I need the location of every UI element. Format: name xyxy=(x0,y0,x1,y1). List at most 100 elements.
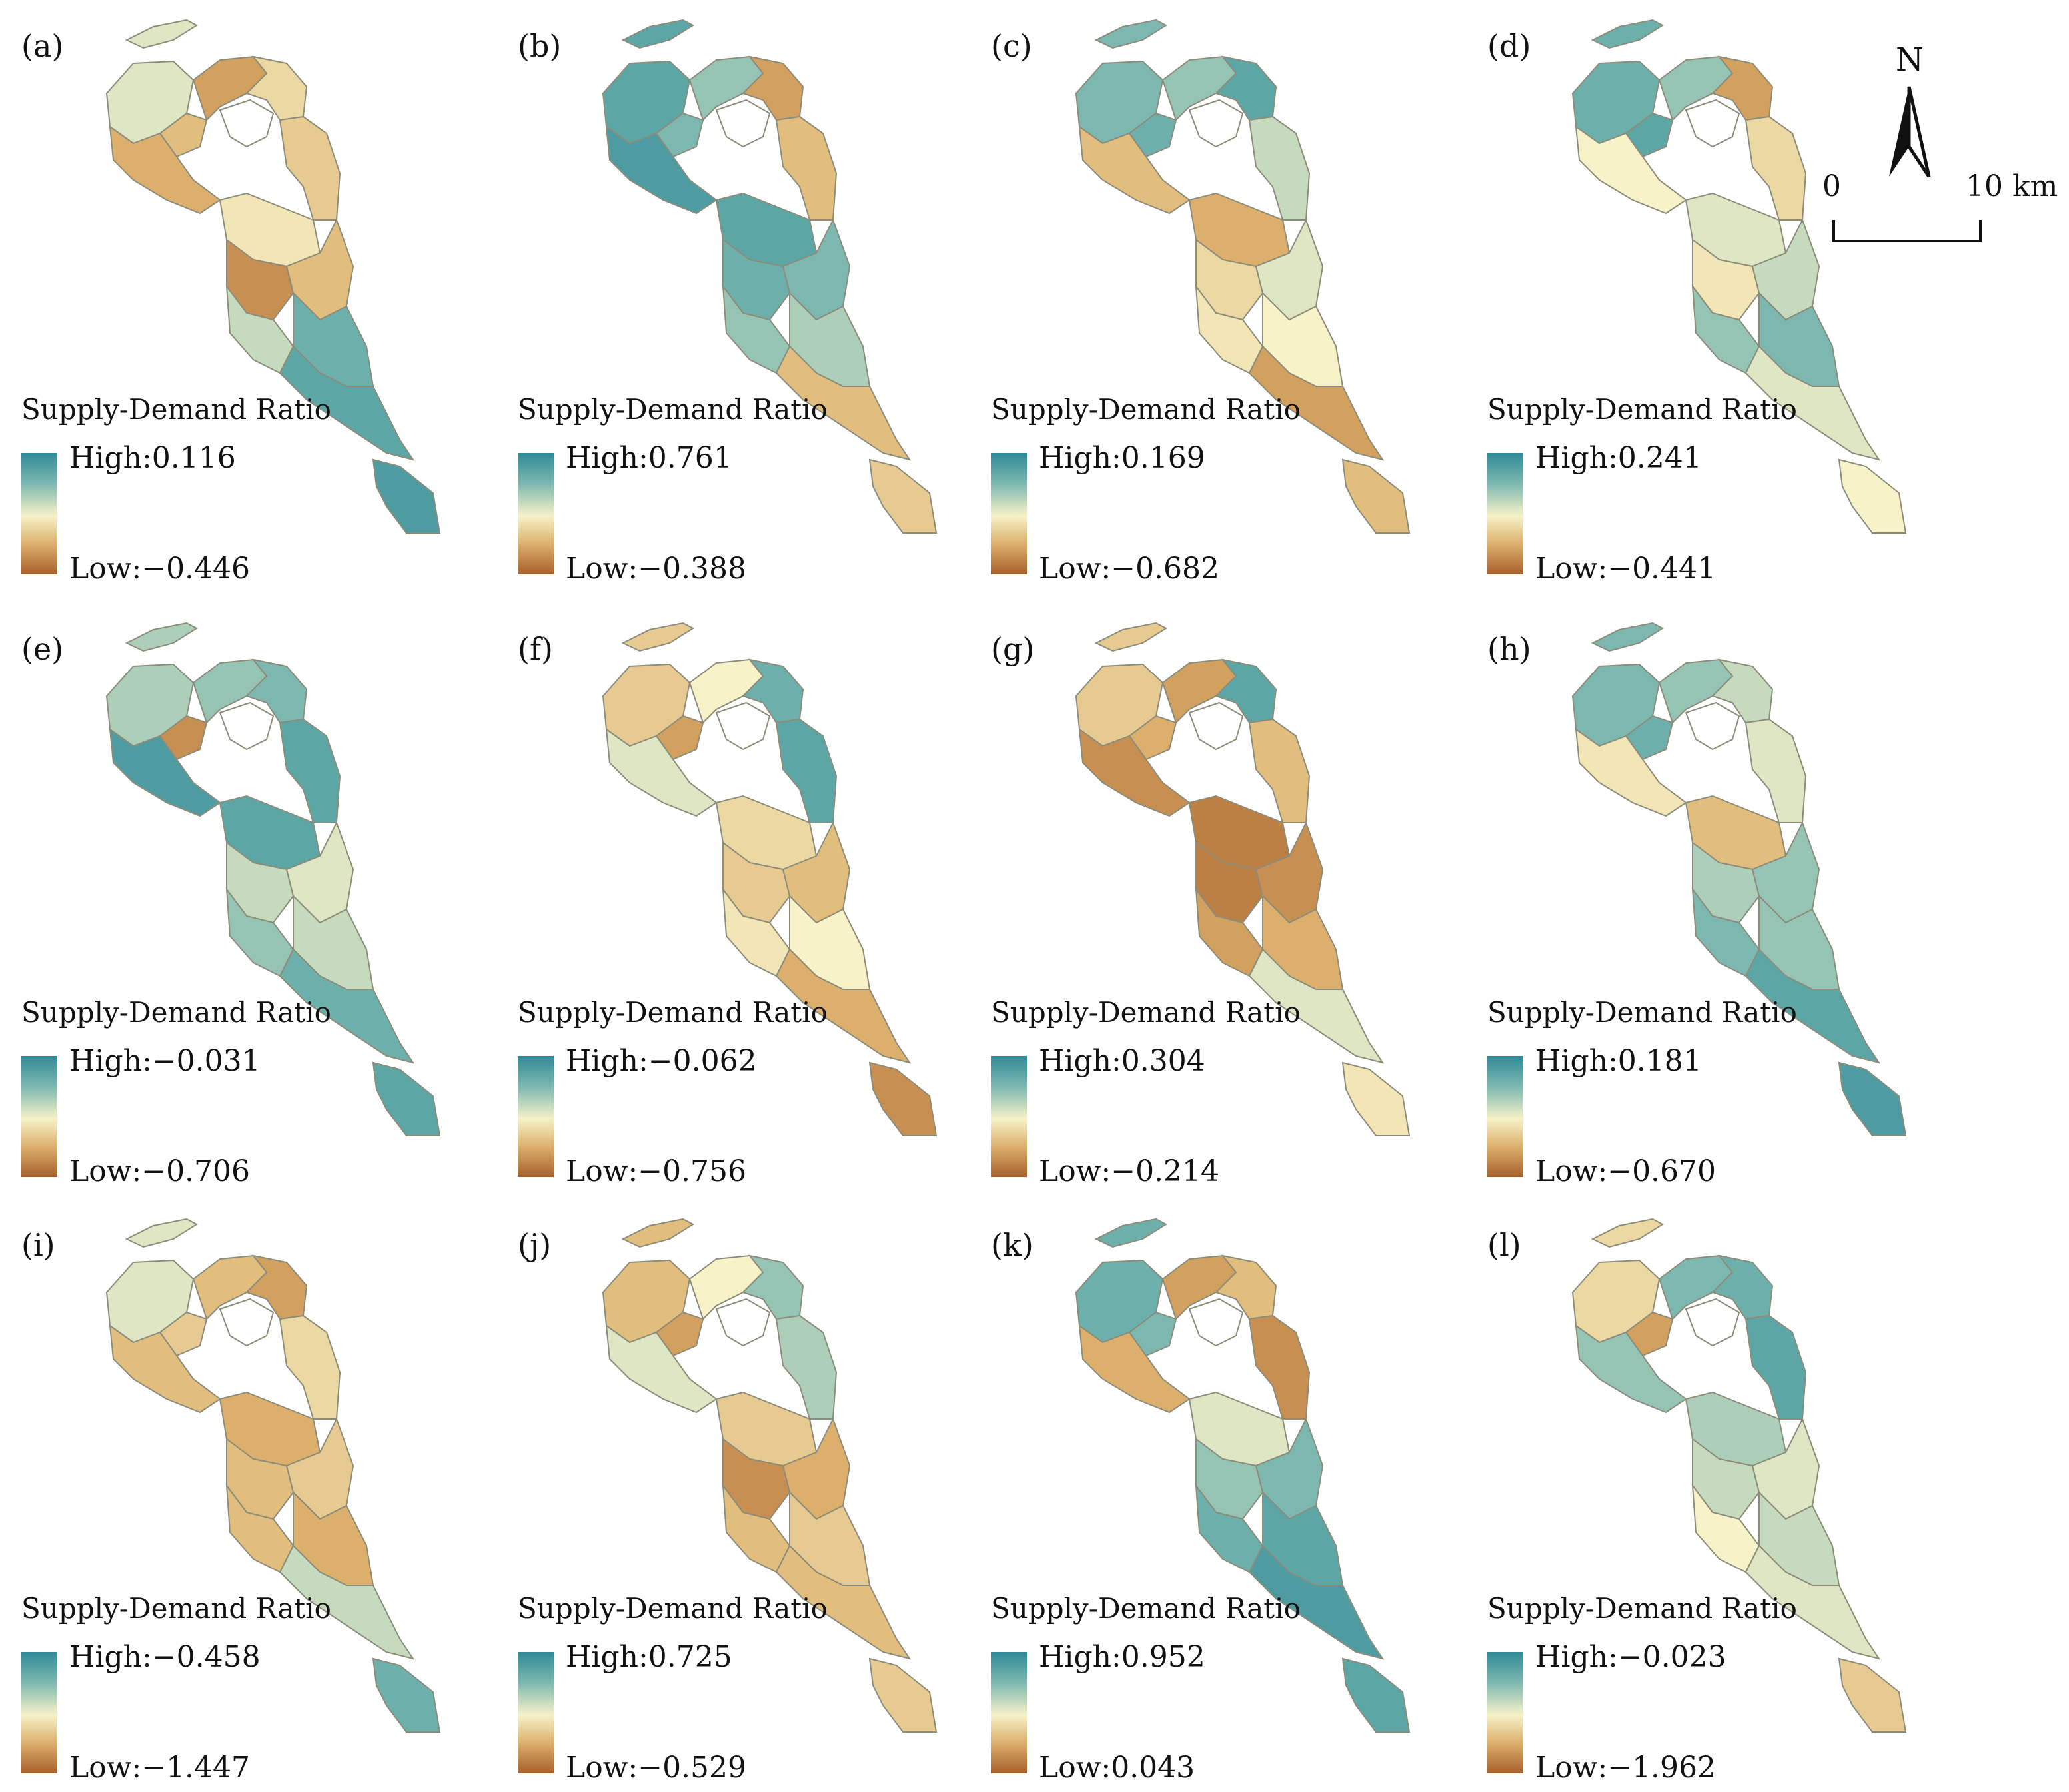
lake-area xyxy=(1685,99,1740,148)
panel-label: (k) xyxy=(991,1227,1034,1263)
district-region xyxy=(1248,1314,1311,1420)
legend-color-ramp xyxy=(21,1056,57,1177)
district-region xyxy=(1078,727,1191,817)
district-region xyxy=(1248,115,1311,221)
legend-color-ramp xyxy=(1487,1056,1523,1177)
panel-label: (f) xyxy=(518,631,553,667)
legend-low-value: Low:−0.529 xyxy=(566,1751,747,1785)
legend-title: Supply-Demand Ratio xyxy=(991,1592,1301,1625)
district-region xyxy=(1248,718,1311,823)
legend-high-value: High:−0.023 xyxy=(1535,1640,1726,1674)
legend-color-ramp xyxy=(518,1652,554,1773)
choropleth-map xyxy=(602,19,938,534)
district-region xyxy=(1744,718,1807,823)
choropleth-map xyxy=(602,622,938,1136)
legend-title: Supply-Demand Ratio xyxy=(21,1592,331,1625)
legend-low-value: Low:0.043 xyxy=(1039,1751,1195,1785)
north-arrow-icon xyxy=(1889,86,1931,178)
district-region xyxy=(1838,1657,1907,1733)
district-region xyxy=(1744,1544,1881,1660)
legend-low-value: Low:−0.214 xyxy=(1039,1154,1220,1188)
choropleth-map xyxy=(1075,622,1411,1136)
district-region xyxy=(1078,125,1191,215)
district-region xyxy=(605,1324,718,1414)
choropleth-map xyxy=(105,19,441,534)
legend-high-value: High:0.304 xyxy=(1039,1044,1205,1078)
panel-label: (l) xyxy=(1487,1227,1521,1263)
panel-label: (a) xyxy=(21,28,64,64)
map-panel: (h) Supply-Demand Ratio High:0.181 Low:−0.6… xyxy=(1466,603,1966,1189)
map-panel: (l) Supply-Demand Ratio High:−0.023 Low:−1.… xyxy=(1466,1199,1966,1785)
choropleth-map xyxy=(105,622,441,1136)
map-panel: (j) Supply-Demand Ratio High:0.725 Low:−0.5… xyxy=(496,1199,996,1785)
legend-color-ramp xyxy=(991,1056,1027,1177)
legend-title: Supply-Demand Ratio xyxy=(1487,996,1797,1029)
legend-high-value: High:0.116 xyxy=(69,441,236,475)
legend-title: Supply-Demand Ratio xyxy=(991,996,1301,1029)
choropleth-map xyxy=(105,1218,441,1733)
lake-area xyxy=(1188,701,1244,751)
district-region xyxy=(1575,125,1687,215)
map-panel: (i) Supply-Demand Ratio High:−0.458 Low:−1.… xyxy=(0,1199,500,1785)
map-panel: (c) Supply-Demand Ratio High:0.169 Low:−0.6… xyxy=(970,0,1469,586)
islet-region xyxy=(621,1218,694,1248)
district-region xyxy=(1744,948,1881,1064)
north-label: N xyxy=(1896,41,1924,79)
legend-color-ramp xyxy=(991,1652,1027,1773)
map-panel: (a) Supply-Demand Ratio High:0.116 Low:−0.4… xyxy=(0,0,500,586)
district-region xyxy=(868,458,938,534)
district-region xyxy=(279,1314,341,1420)
legend-color-ramp xyxy=(991,453,1027,574)
islet-region xyxy=(125,622,198,652)
district-region xyxy=(1248,1544,1385,1660)
legend-color-ramp xyxy=(518,1056,554,1177)
district-region xyxy=(775,718,838,823)
legend-title: Supply-Demand Ratio xyxy=(518,996,828,1029)
district-region xyxy=(1341,1657,1411,1733)
islet-region xyxy=(621,622,694,652)
legend-low-value: Low:−0.756 xyxy=(566,1154,747,1188)
choropleth-map xyxy=(1075,19,1411,534)
district-region xyxy=(1575,727,1687,817)
map-panel: (d) Supply-Demand Ratio High:0.241 Low:−0.4… xyxy=(1466,0,1966,586)
choropleth-map xyxy=(1571,622,1907,1136)
legend-low-value: Low:−1.962 xyxy=(1535,1751,1717,1785)
legend-color-ramp xyxy=(21,1652,57,1773)
choropleth-map xyxy=(1075,1218,1411,1733)
legend-color-ramp xyxy=(21,453,57,574)
district-region xyxy=(1341,458,1411,534)
district-region xyxy=(1838,1061,1907,1136)
legend-low-value: Low:−0.682 xyxy=(1039,552,1220,586)
choropleth-map xyxy=(1571,1218,1907,1733)
map-panel: (g) Supply-Demand Ratio High:0.304 Low:−0.2… xyxy=(970,603,1469,1189)
map-panel: (e) Supply-Demand Ratio High:−0.031 Low:−0.… xyxy=(0,603,500,1189)
district-region xyxy=(605,727,718,817)
lake-area xyxy=(1685,701,1740,751)
legend-title: Supply-Demand Ratio xyxy=(21,393,331,426)
legend-title: Supply-Demand Ratio xyxy=(518,1592,828,1625)
legend-low-value: Low:−0.670 xyxy=(1535,1154,1717,1188)
district-region xyxy=(372,1657,441,1733)
islet-region xyxy=(1094,19,1167,49)
islet-region xyxy=(125,19,198,49)
district-region xyxy=(279,345,415,461)
legend-title: Supply-Demand Ratio xyxy=(991,393,1301,426)
legend-low-value: Low:−0.441 xyxy=(1535,552,1717,586)
panel-label: (g) xyxy=(991,631,1035,667)
district-region xyxy=(775,345,912,461)
district-region xyxy=(1575,1324,1687,1414)
legend-high-value: High:0.725 xyxy=(566,1640,732,1674)
scale-bar xyxy=(1832,220,1982,242)
map-panel: (b) Supply-Demand Ratio High:0.761 Low:−0.3… xyxy=(496,0,996,586)
lake-area xyxy=(219,99,275,148)
legend-high-value: High:0.241 xyxy=(1535,441,1702,475)
district-region xyxy=(775,115,838,221)
district-region xyxy=(1838,458,1907,534)
district-region xyxy=(1744,115,1807,221)
district-region xyxy=(109,125,221,215)
district-region xyxy=(279,1544,415,1660)
district-region xyxy=(1248,948,1385,1064)
legend-low-value: Low:−0.446 xyxy=(69,552,251,586)
islet-region xyxy=(1591,622,1664,652)
